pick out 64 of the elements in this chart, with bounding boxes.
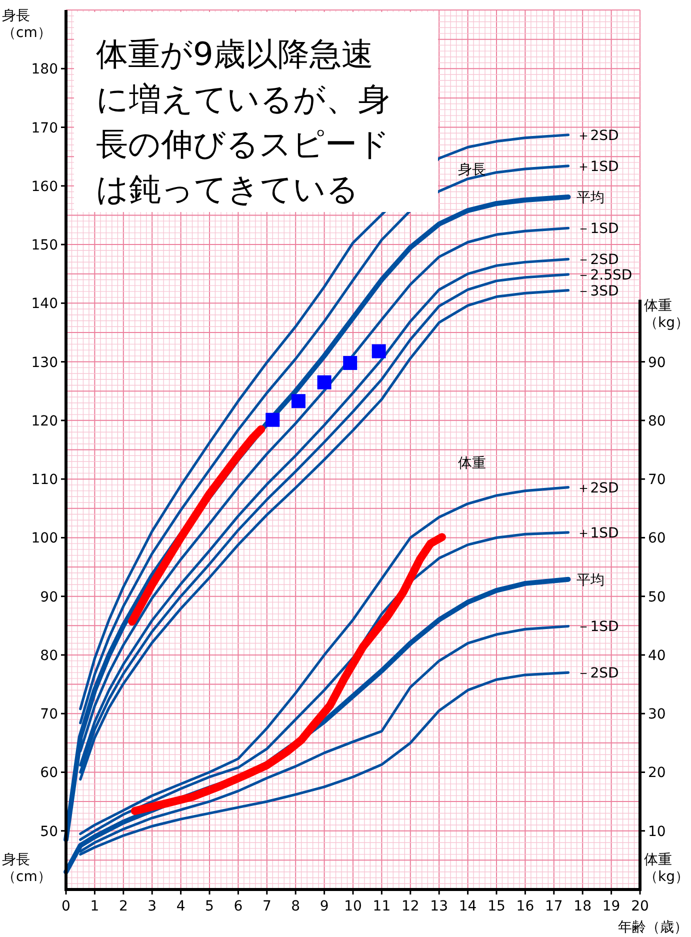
text: 身長（cm） <box>2 852 52 884</box>
annotation: 体重が9歳以降急速に増えているが、身長の伸びるスピードは鈍ってきている <box>74 12 438 212</box>
y2-tick-label: 70 <box>648 472 666 488</box>
x-tick-label: 13 <box>430 898 448 914</box>
series-label: 平均 <box>576 190 604 206</box>
y2-tick-label: 90 <box>648 354 666 371</box>
y2-tick-label: 20 <box>648 765 666 782</box>
x-tick-label: 7 <box>262 898 272 914</box>
y-tick-label: 110 <box>31 472 58 488</box>
x-tick-label: 0 <box>62 898 70 914</box>
x-tick-label: 2 <box>118 898 128 914</box>
series-label: ＋2SD <box>576 128 619 144</box>
y2-tick-label: 10 <box>648 824 666 840</box>
annotation: 体重 <box>458 455 486 472</box>
y2-tick-label: 30 <box>648 706 666 723</box>
series-label: －3SD <box>576 283 619 300</box>
y-axis-title: 身長（cm） <box>2 8 52 42</box>
x-tick-label: 5 <box>205 898 214 914</box>
y-tick-label: 160 <box>31 178 58 195</box>
series-label: ＋1SD <box>576 525 619 542</box>
y-tick-label: 150 <box>31 238 58 254</box>
series-label: －2SD <box>576 252 619 268</box>
x-tick-label: 19 <box>602 898 620 914</box>
y2-axis-title: 体重（kg） <box>644 298 689 332</box>
x-tick-label: 12 <box>401 898 420 914</box>
series-label: 平均 <box>576 572 604 588</box>
y-tick-label: 130 <box>31 354 58 371</box>
y-tick-label: 180 <box>31 62 58 78</box>
y-tick-label: 170 <box>31 120 58 136</box>
x-tick-label: 1 <box>90 898 100 914</box>
y-tick-label: 100 <box>31 530 58 547</box>
text: 体重（kg） <box>644 852 689 884</box>
x-tick-label: 6 <box>234 898 243 914</box>
x-tick-label: 9 <box>320 898 329 914</box>
x-tick-label: 4 <box>176 898 186 914</box>
x-tick-label: 10 <box>344 898 362 914</box>
x-tick-label: 18 <box>574 898 592 914</box>
y-tick-label: 50 <box>40 824 58 840</box>
x-tick-label: 14 <box>458 898 477 914</box>
y-tick-label: 80 <box>40 648 58 664</box>
x-tick-label: 8 <box>291 898 300 914</box>
y-tick-label: 90 <box>40 589 58 606</box>
y2-tick-label: 40 <box>648 648 666 664</box>
series-label: －2SD <box>576 666 619 682</box>
y2-tick-label: 50 <box>648 589 666 606</box>
x-tick-label: 3 <box>148 898 157 914</box>
series-label: －1SD <box>576 221 619 238</box>
annotation: 身長 <box>458 162 486 178</box>
series-label: －1SD <box>576 619 619 636</box>
series-label: －2.5SD <box>576 267 632 284</box>
x-tick-label: 17 <box>544 898 563 914</box>
y2-tick-label: 60 <box>648 530 666 547</box>
y-tick-label: 140 <box>31 296 58 312</box>
x-tick-label: 15 <box>488 898 506 914</box>
y2-tick-label: 80 <box>648 413 666 430</box>
series-label: ＋2SD <box>576 480 619 496</box>
x-tick-label: 20 <box>631 898 649 914</box>
x-tick-label: 11 <box>372 898 391 914</box>
y-tick-label: 120 <box>31 413 58 430</box>
x-axis-title: 年齢（歳） <box>618 920 688 936</box>
series-label: ＋1SD <box>576 158 619 175</box>
y-tick-label: 70 <box>40 706 58 723</box>
x-tick-label: 16 <box>516 898 534 914</box>
y-tick-label: 60 <box>40 765 58 782</box>
